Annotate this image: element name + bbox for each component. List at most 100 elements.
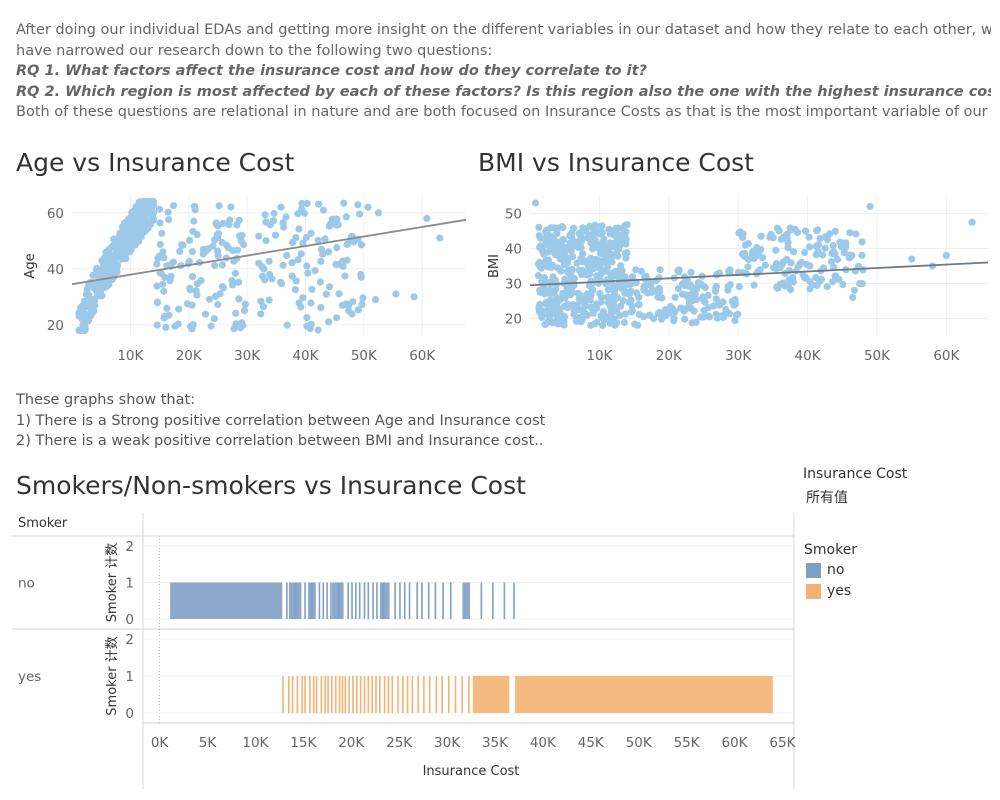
data-point [599,308,607,316]
data-point [579,250,587,258]
data-point [179,241,187,249]
data-point [601,258,609,266]
data-point [230,257,238,265]
data-point [110,241,118,249]
data-point [338,301,346,309]
y-tick-label: 60 [47,206,64,222]
data-point [303,313,311,322]
bar-yes [441,676,443,713]
data-point [332,260,340,268]
data-point [744,240,752,248]
data-point [785,276,793,284]
bmi-chart-title: BMI vs Insurance Cost [478,148,754,177]
data-point [207,322,215,330]
data-point [801,227,810,235]
data-point [681,282,689,290]
bar-no [462,582,471,619]
legend-item-yes[interactable]: yes [806,583,851,599]
bar-no [358,582,361,619]
data-point [262,218,270,226]
data-point [761,261,769,269]
bar-no [318,582,321,619]
data-point [821,244,829,252]
x-tick-label: 30K [725,348,752,364]
data-point [117,236,125,244]
data-point [304,269,312,277]
data-point [783,255,791,263]
data-point [211,292,219,300]
data-point [303,262,311,270]
bar-yes [356,676,358,713]
data-point [858,251,866,259]
data-point [255,232,263,240]
data-point [827,258,836,266]
data-point [531,199,540,207]
data-point [789,248,798,256]
data-point [568,265,576,273]
data-point [558,246,567,254]
data-point [852,230,860,238]
bmi-scatter-chart[interactable]: 20 30 40 50 10K 20K 30K 40K 50K 60K BMI [478,190,992,370]
data-point [586,296,594,304]
data-point [713,271,721,279]
data-point [618,267,626,275]
data-point [257,297,265,305]
findings-line: 1) There is a Strong positive correlatio… [16,412,546,429]
data-point [307,299,315,307]
bar-yes [417,676,419,713]
data-point [143,198,151,206]
data-point [610,272,618,280]
data-point [548,279,556,287]
y-tick-label: 40 [505,242,522,258]
bar-no [427,582,430,619]
data-point [322,290,330,298]
bar-yes [309,676,311,713]
data-point [655,309,663,317]
data-point [814,226,822,234]
data-point [736,228,744,236]
data-point [587,236,595,244]
data-point [199,250,207,258]
data-point [102,248,110,256]
data-point [215,202,223,210]
bar-no [403,582,406,619]
data-point [131,239,139,247]
data-point [577,243,585,251]
bar-yes [402,676,404,713]
data-point [829,278,837,286]
data-point [160,254,168,262]
data-point [830,263,838,271]
bar-yes [515,676,773,713]
insurance-legend-filter[interactable]: 所有值 [806,490,848,506]
age-scatter-chart[interactable]: 20 40 60 10K 20K 30K 40K 50K 60K Age [14,190,470,370]
data-point [602,249,611,257]
data-point [191,206,199,214]
data-point [769,234,777,242]
data-point [592,300,600,308]
data-point [697,313,705,321]
data-point [96,271,104,279]
legend-item-no[interactable]: no [806,562,844,578]
data-point [297,250,305,258]
data-point [849,293,857,302]
data-point [692,318,700,326]
data-point [700,293,708,301]
bar-no [351,582,353,619]
y-tick-label: 30 [505,277,522,293]
bar-yes [348,676,350,713]
data-point [560,236,568,244]
data-point [726,281,734,289]
data-point [288,272,296,280]
data-point [144,224,152,232]
data-point [535,223,543,231]
data-point [750,281,758,289]
data-point [356,210,364,218]
data-point [725,310,733,318]
data-point [266,270,274,278]
bar-no [394,582,396,619]
data-point [806,262,814,270]
bar-yes [367,676,370,713]
data-point [589,224,597,232]
data-point [148,207,156,215]
